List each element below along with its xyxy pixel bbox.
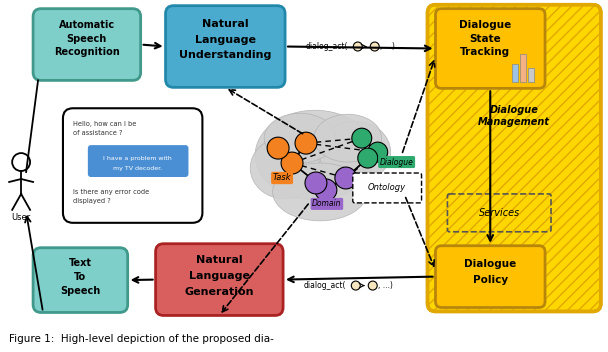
Text: User: User (12, 213, 31, 222)
Text: Services: Services (478, 208, 520, 218)
Circle shape (351, 281, 361, 290)
Text: Generation: Generation (185, 287, 254, 296)
Circle shape (358, 148, 378, 168)
Text: Dialogue: Dialogue (464, 259, 516, 269)
Text: Management: Management (478, 117, 550, 127)
Text: Dialogue: Dialogue (489, 105, 539, 115)
Text: Language: Language (195, 34, 256, 45)
Text: my TV decoder.: my TV decoder. (113, 165, 162, 170)
Circle shape (368, 142, 388, 162)
Circle shape (335, 167, 357, 189)
Text: Task: Task (273, 174, 291, 182)
FancyBboxPatch shape (165, 6, 285, 87)
Ellipse shape (314, 114, 382, 162)
Circle shape (281, 152, 303, 174)
Circle shape (368, 281, 377, 290)
Circle shape (370, 42, 379, 51)
Text: Policy: Policy (472, 275, 508, 284)
Ellipse shape (272, 163, 367, 221)
Text: Automatic: Automatic (59, 20, 115, 30)
Text: Text: Text (69, 258, 92, 268)
Ellipse shape (250, 137, 320, 199)
FancyBboxPatch shape (33, 248, 128, 313)
Text: Domain: Domain (312, 199, 342, 208)
Text: State: State (469, 33, 500, 44)
Text: Figure 1:  High-level depiction of the proposed dia-: Figure 1: High-level depiction of the pr… (9, 334, 274, 344)
Text: , ...): , ...) (380, 42, 395, 51)
Circle shape (267, 137, 289, 159)
Circle shape (295, 132, 317, 154)
Circle shape (352, 128, 371, 148)
Text: , ...): , ...) (378, 281, 393, 290)
Ellipse shape (255, 110, 375, 200)
Text: I have a problem with: I have a problem with (103, 156, 172, 161)
Text: Dialogue: Dialogue (380, 158, 413, 166)
Circle shape (305, 172, 327, 194)
Bar (512, 64, 518, 82)
FancyBboxPatch shape (427, 5, 601, 312)
FancyBboxPatch shape (353, 173, 421, 203)
Text: Ontology: Ontology (368, 183, 406, 193)
FancyBboxPatch shape (88, 145, 188, 177)
Text: dialog_act(: dialog_act( (306, 42, 348, 51)
Text: Natural: Natural (196, 254, 243, 265)
Circle shape (315, 179, 337, 201)
FancyBboxPatch shape (63, 108, 202, 223)
Text: of assistance ?: of assistance ? (73, 130, 122, 136)
Text: displayed ?: displayed ? (73, 198, 111, 204)
FancyBboxPatch shape (33, 9, 140, 80)
Bar (520, 55, 526, 82)
Ellipse shape (264, 113, 336, 163)
Text: Tracking: Tracking (460, 48, 510, 57)
Text: Recognition: Recognition (54, 48, 120, 57)
Text: Speech: Speech (67, 33, 107, 44)
Text: To: To (74, 272, 86, 282)
Text: Understanding: Understanding (179, 50, 272, 61)
Bar (528, 68, 534, 82)
FancyBboxPatch shape (156, 244, 283, 315)
FancyBboxPatch shape (435, 246, 545, 308)
FancyBboxPatch shape (435, 9, 545, 88)
Text: Is there any error code: Is there any error code (73, 189, 149, 195)
Text: Speech: Speech (60, 285, 100, 296)
Ellipse shape (319, 121, 391, 183)
Text: Hello, how can I be: Hello, how can I be (73, 121, 136, 127)
Text: dialog_act(: dialog_act( (304, 281, 347, 290)
Circle shape (353, 42, 362, 51)
Text: Language: Language (189, 271, 250, 281)
Text: Dialogue: Dialogue (458, 20, 511, 30)
Text: Natural: Natural (202, 19, 249, 29)
